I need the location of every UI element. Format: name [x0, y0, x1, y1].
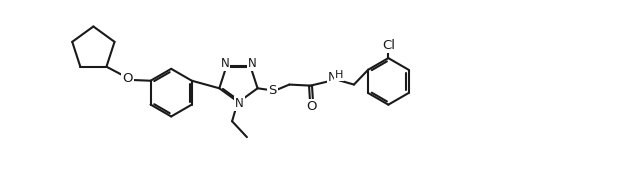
- Text: O: O: [122, 72, 133, 85]
- Text: N: N: [221, 57, 229, 70]
- Text: Cl: Cl: [382, 39, 395, 52]
- Text: H: H: [335, 70, 343, 80]
- Text: N: N: [235, 97, 244, 110]
- Text: N: N: [328, 71, 338, 84]
- Text: O: O: [307, 100, 317, 113]
- Text: S: S: [269, 84, 277, 97]
- Text: N: N: [247, 57, 256, 70]
